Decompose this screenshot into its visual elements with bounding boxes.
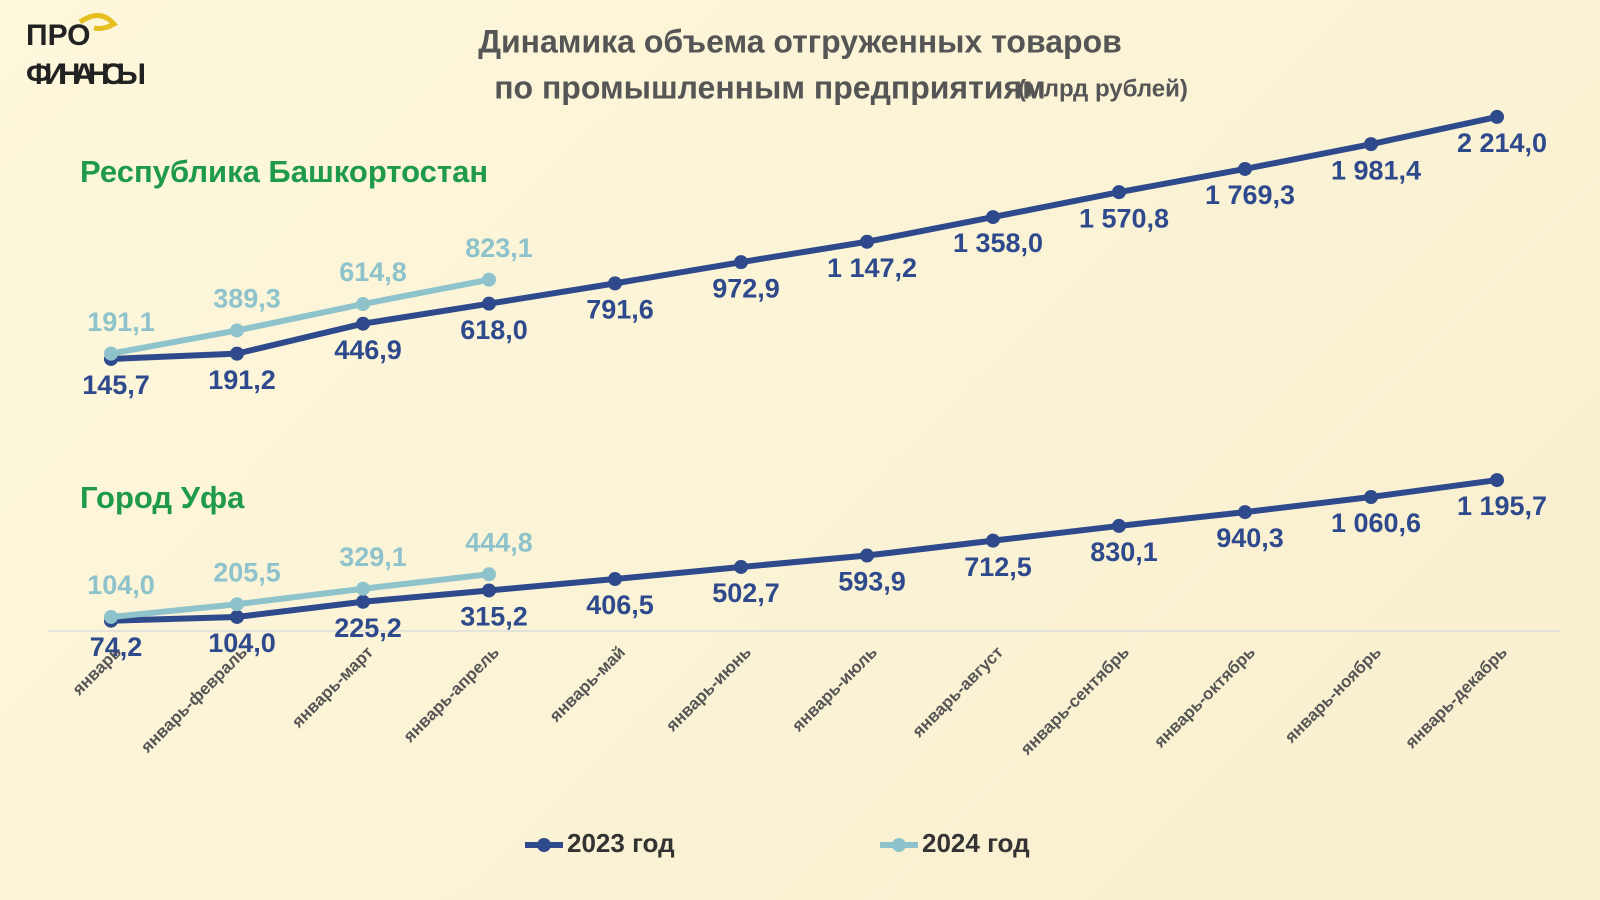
panel-title: Город Уфа: [80, 480, 245, 515]
value-label: 329,1: [339, 542, 407, 572]
value-label: 225,2: [334, 613, 402, 643]
value-label: 205,5: [213, 557, 281, 587]
value-label: 191,1: [87, 307, 155, 337]
legend-label: 2024 год: [922, 828, 1030, 858]
logo-icon: [78, 13, 118, 31]
point: [734, 255, 748, 270]
point: [1364, 137, 1378, 152]
value-label: 145,7: [82, 370, 150, 400]
value-label: 614,8: [339, 257, 407, 287]
series-line: [110, 477, 1498, 624]
point: [860, 548, 874, 563]
value-label: 791,6: [586, 294, 654, 324]
point: [986, 210, 1000, 225]
point: [356, 316, 370, 331]
value-label: 593,9: [838, 567, 906, 597]
x-tick-label: январь-октябрь: [1150, 643, 1259, 752]
point: [230, 346, 244, 361]
x-tick-label: январь-декабрь: [1401, 643, 1511, 753]
value-label: 502,7: [712, 578, 780, 608]
logo-line: ФИНАНСЫ: [26, 58, 146, 91]
x-tick-label: январь-июнь: [662, 643, 755, 736]
point: [1490, 109, 1504, 124]
point: [608, 276, 622, 291]
value-label: 618,0: [460, 315, 528, 345]
title: Динамика объема отгруженных товаров: [478, 23, 1122, 59]
value-label: 74,2: [90, 632, 143, 662]
point: [230, 323, 244, 338]
series-line: [110, 113, 1498, 362]
point: [1112, 185, 1126, 200]
value-label: 104,0: [208, 628, 276, 658]
point: [356, 594, 370, 609]
value-label: 712,5: [964, 552, 1032, 582]
series-line: [110, 571, 490, 620]
point: [986, 533, 1000, 548]
point: [482, 567, 496, 582]
point: [1112, 518, 1126, 533]
point: [860, 234, 874, 249]
value-label: 1 060,6: [1331, 508, 1421, 538]
value-label: 406,5: [586, 590, 654, 620]
value-label: 1 570,8: [1079, 203, 1169, 233]
value-label: 1 358,0: [953, 228, 1043, 258]
value-label: 830,1: [1090, 537, 1158, 567]
value-label: 315,2: [460, 602, 528, 632]
x-tick-label: январь-март: [287, 643, 377, 733]
legend-label: 2023 год: [567, 828, 675, 858]
value-label: 1 195,7: [1457, 491, 1547, 521]
point: [1238, 505, 1252, 520]
point: [1238, 161, 1252, 176]
value-label: 823,1: [465, 233, 533, 263]
point: [104, 609, 118, 624]
x-tick-label: январь-июль: [788, 643, 881, 736]
value-label: 1 769,3: [1205, 180, 1295, 210]
x-tick-label: январь-сентябрь: [1016, 643, 1133, 760]
x-tick-label: январь-ноябрь: [1280, 643, 1385, 748]
point: [356, 297, 370, 312]
title: по промышленным предприятиям: [494, 69, 1046, 105]
unit: (млрд рублей): [1018, 75, 1188, 102]
x-tick-label: январь-август: [908, 643, 1007, 742]
panel-title: Республика Башкортостан: [80, 154, 488, 189]
point: [230, 597, 244, 612]
value-label: 972,9: [712, 273, 780, 303]
value-label: 104,0: [87, 570, 155, 600]
x-tick-label: январь-февраль: [136, 643, 251, 758]
legend-swatch: [537, 838, 551, 852]
value-label: 2 214,0: [1457, 128, 1547, 158]
value-label: 1 981,4: [1331, 155, 1421, 185]
legend-swatch: [892, 838, 906, 852]
point: [104, 346, 118, 361]
point: [734, 559, 748, 574]
value-label: 191,2: [208, 365, 276, 395]
point: [230, 609, 244, 624]
x-tick-label: январь-апрель: [399, 643, 503, 747]
value-label: 940,3: [1216, 523, 1284, 553]
series-line: [110, 276, 490, 357]
logo: ПРО ФИНАНСЫ: [26, 13, 146, 91]
value-label: 1 147,2: [827, 253, 917, 283]
logo-line: ПРО: [26, 19, 91, 52]
point: [1490, 473, 1504, 488]
point: [482, 583, 496, 598]
point: [356, 581, 370, 596]
value-label: 389,3: [213, 284, 281, 314]
value-label: 446,9: [334, 335, 402, 365]
point: [482, 272, 496, 287]
point: [482, 296, 496, 311]
value-label: 444,8: [465, 527, 533, 557]
point: [1364, 490, 1378, 505]
point: [608, 572, 622, 587]
x-tick-label: январь-май: [545, 643, 629, 727]
